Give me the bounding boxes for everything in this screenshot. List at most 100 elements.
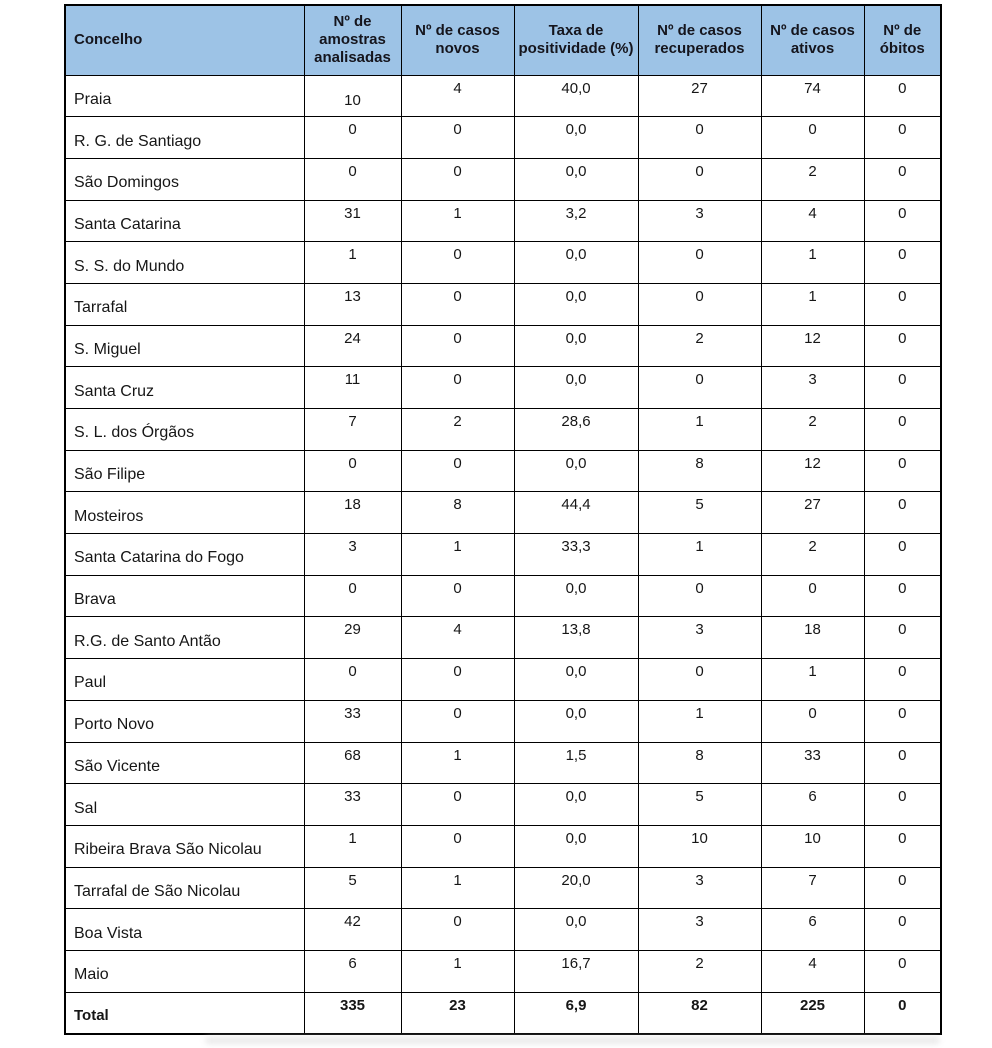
value-cell: 0,0 xyxy=(513,282,639,326)
value-cell: 0 xyxy=(637,241,762,284)
page-shadow-artifact xyxy=(205,1037,940,1044)
value-cell: 10 xyxy=(760,824,865,868)
value-cell: 0 xyxy=(303,658,402,701)
value-cell: 33 xyxy=(303,699,402,743)
value-cell: 13,8 xyxy=(513,616,639,660)
value-cell: 24 xyxy=(303,324,402,368)
value-cell: 2 xyxy=(637,324,762,368)
value-cell: 2 xyxy=(760,408,865,451)
total-label-cell: Total xyxy=(64,991,305,1035)
value-cell: 0 xyxy=(400,699,515,743)
value-cell: 0 xyxy=(863,116,942,159)
value-cell: 1 xyxy=(400,533,515,576)
value-cell: 3 xyxy=(637,908,762,951)
value-cell: 12 xyxy=(760,324,865,368)
concelho-cell: Tarrafal xyxy=(64,282,305,326)
value-cell: 1 xyxy=(760,658,865,701)
value-cell: 33 xyxy=(760,741,865,785)
value-cell: 0 xyxy=(863,699,942,743)
value-cell: 0 xyxy=(863,157,942,201)
column-header-casos-recuperados: Nº de casos recuperados xyxy=(637,4,762,76)
value-cell: 3 xyxy=(637,616,762,660)
value-cell: 0 xyxy=(400,157,515,201)
value-cell: 16,7 xyxy=(513,949,639,993)
value-cell: 1 xyxy=(303,824,402,868)
value-cell: 0 xyxy=(637,116,762,159)
table-row: São Filipe 0 0 0,0 8 12 0 xyxy=(64,449,942,493)
concelho-cell: Brava xyxy=(64,574,305,618)
concelho-cell: R.G. de Santo Antão xyxy=(64,616,305,660)
table-row: Mosteiros 18 8 44,4 5 27 0 xyxy=(64,491,942,535)
value-cell: 0 xyxy=(400,908,515,951)
value-cell: 0 xyxy=(863,741,942,785)
value-cell: 1 xyxy=(400,949,515,993)
table-row: Brava 0 0 0,0 0 0 0 xyxy=(64,574,942,618)
concelho-cell: Paul xyxy=(64,658,305,701)
value-cell: 0 xyxy=(303,116,402,159)
value-cell: 0 xyxy=(637,574,762,618)
value-cell: 0 xyxy=(400,116,515,159)
value-cell: 0,0 xyxy=(513,574,639,618)
value-cell: 3 xyxy=(637,199,762,243)
value-cell: 0 xyxy=(303,157,402,201)
table-row: Boa Vista 42 0 0,0 3 6 0 xyxy=(64,908,942,951)
value-cell: 0 xyxy=(760,116,865,159)
value-cell: 5 xyxy=(303,866,402,910)
value-cell: 0 xyxy=(400,658,515,701)
value-cell: 1 xyxy=(637,408,762,451)
value-cell: 0 xyxy=(400,241,515,284)
value-cell: 31 xyxy=(303,199,402,243)
value-cell: 2 xyxy=(760,157,865,201)
value-cell: 33 xyxy=(303,783,402,826)
value-cell: 335 xyxy=(303,991,402,1035)
value-cell: 1 xyxy=(400,199,515,243)
value-cell: 1 xyxy=(637,699,762,743)
value-cell: 0 xyxy=(400,449,515,493)
value-cell: 0,0 xyxy=(513,783,639,826)
value-cell: 6 xyxy=(303,949,402,993)
value-cell: 2 xyxy=(760,533,865,576)
table-row: Sal 33 0 0,0 5 6 0 xyxy=(64,783,942,826)
value-cell: 0,0 xyxy=(513,449,639,493)
value-cell: 0 xyxy=(863,199,942,243)
value-cell: 82 xyxy=(637,991,762,1035)
value-cell: 3 xyxy=(637,866,762,910)
value-cell: 1 xyxy=(400,741,515,785)
value-cell: 8 xyxy=(637,741,762,785)
concelho-cell: Praia xyxy=(64,74,305,118)
concelho-cell: Ribeira Brava São Nicolau xyxy=(64,824,305,868)
value-cell: 5 xyxy=(637,783,762,826)
value-cell: 0,0 xyxy=(513,658,639,701)
table-row: São Vicente 68 1 1,5 8 33 0 xyxy=(64,741,942,785)
value-cell: 0 xyxy=(863,241,942,284)
value-cell: 0 xyxy=(863,991,942,1035)
concelho-cell: S. Miguel xyxy=(64,324,305,368)
value-cell: 0 xyxy=(863,324,942,368)
value-cell: 7 xyxy=(303,408,402,451)
table-row: Porto Novo 33 0 0,0 1 0 0 xyxy=(64,699,942,743)
value-cell: 0,0 xyxy=(513,824,639,868)
value-cell: 28,6 xyxy=(513,408,639,451)
value-cell: 13 xyxy=(303,282,402,326)
value-cell: 0 xyxy=(863,616,942,660)
value-cell: 0,0 xyxy=(513,116,639,159)
value-cell: 1 xyxy=(760,282,865,326)
value-cell: 225 xyxy=(760,991,865,1035)
value-cell: 2 xyxy=(637,949,762,993)
value-cell: 0 xyxy=(863,824,942,868)
concelho-cell: R. G. de Santiago xyxy=(64,116,305,159)
value-cell: 33,3 xyxy=(513,533,639,576)
value-cell: 2 xyxy=(400,408,515,451)
value-cell: 0,0 xyxy=(513,324,639,368)
concelho-cell: São Vicente xyxy=(64,741,305,785)
value-cell: 20,0 xyxy=(513,866,639,910)
table-row: Santa Catarina 31 1 3,2 3 4 0 xyxy=(64,199,942,243)
concelho-cell: São Filipe xyxy=(64,449,305,493)
value-cell: 0 xyxy=(863,783,942,826)
table-row: Santa Cruz 11 0 0,0 0 3 0 xyxy=(64,366,942,409)
concelho-cell: Sal xyxy=(64,783,305,826)
value-cell: 0 xyxy=(400,783,515,826)
concelho-cell: S. S. do Mundo xyxy=(64,241,305,284)
value-cell: 27 xyxy=(637,74,762,118)
